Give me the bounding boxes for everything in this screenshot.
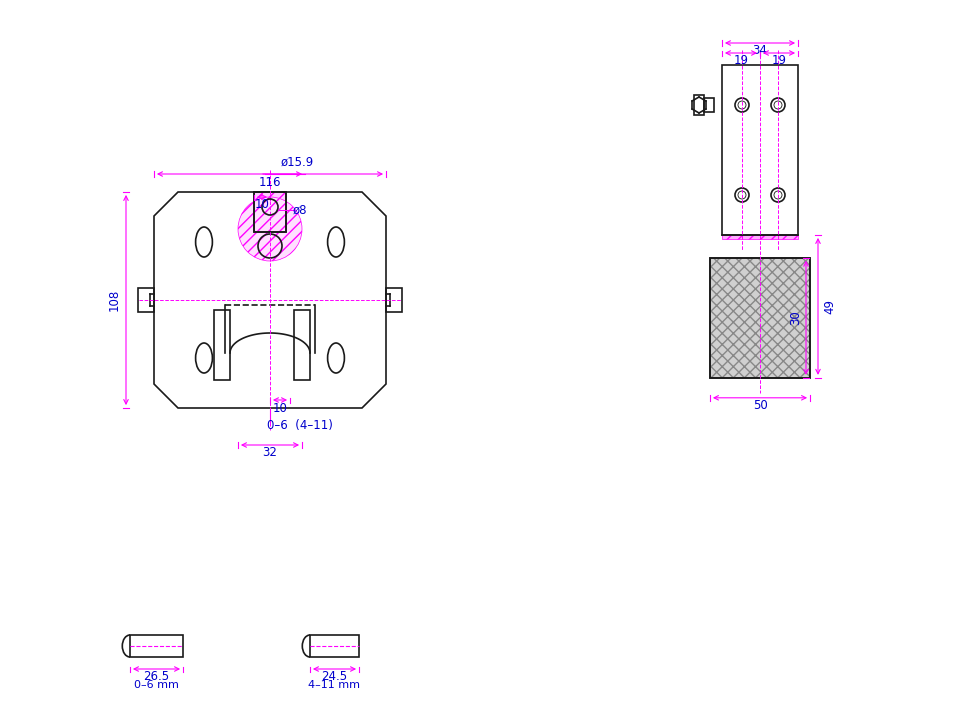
Bar bbox=[710, 258, 810, 377]
Text: 108: 108 bbox=[107, 289, 121, 311]
Bar bbox=[138, 288, 154, 312]
Text: 49: 49 bbox=[824, 299, 836, 314]
Text: 0–6  (4–11): 0–6 (4–11) bbox=[267, 418, 333, 431]
Bar bbox=[214, 310, 230, 380]
Text: 10: 10 bbox=[254, 198, 269, 211]
Circle shape bbox=[238, 197, 302, 261]
Bar bbox=[254, 192, 286, 232]
Text: 19: 19 bbox=[734, 55, 749, 68]
Text: 19: 19 bbox=[771, 55, 786, 68]
Text: ø8: ø8 bbox=[292, 203, 307, 216]
Text: 4–11 mm: 4–11 mm bbox=[309, 680, 361, 690]
Text: 32: 32 bbox=[263, 446, 277, 459]
Bar bbox=[294, 310, 310, 380]
Bar bbox=[722, 235, 798, 239]
Text: 30: 30 bbox=[789, 311, 803, 325]
Text: 26.5: 26.5 bbox=[144, 671, 170, 684]
Text: 50: 50 bbox=[753, 399, 767, 412]
Text: 10: 10 bbox=[272, 401, 288, 414]
Bar bbox=[694, 95, 704, 115]
Text: ø15.9: ø15.9 bbox=[280, 155, 314, 168]
Text: 0–6 mm: 0–6 mm bbox=[134, 680, 179, 690]
Text: 116: 116 bbox=[259, 175, 281, 188]
Bar bbox=[386, 288, 402, 312]
Bar bbox=[710, 258, 810, 377]
Text: 34: 34 bbox=[753, 45, 767, 58]
Bar bbox=[710, 258, 810, 377]
Bar bbox=[704, 98, 714, 112]
Bar bbox=[130, 635, 183, 657]
Bar bbox=[722, 65, 798, 235]
Bar bbox=[254, 192, 286, 232]
Text: 24.5: 24.5 bbox=[321, 671, 347, 684]
Bar bbox=[254, 192, 286, 232]
Bar bbox=[310, 635, 359, 657]
